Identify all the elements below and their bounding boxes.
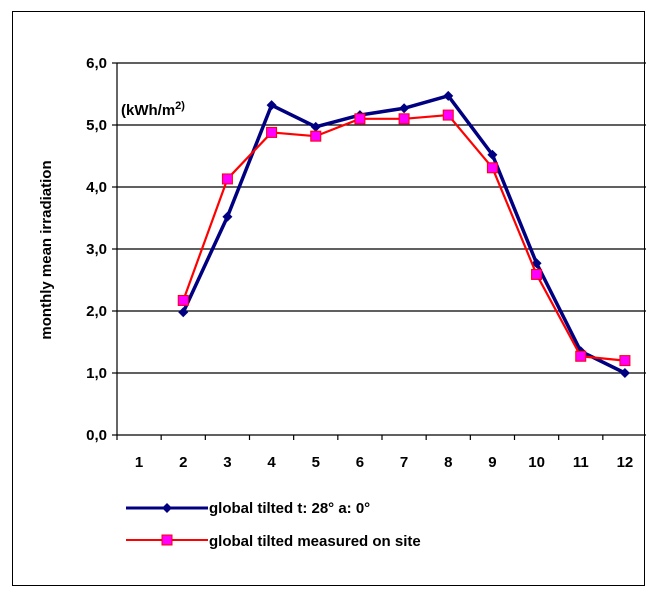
series-1 xyxy=(177,109,631,367)
y-tick-label: 2,0 xyxy=(86,303,107,320)
x-tick-label: 9 xyxy=(488,454,496,471)
x-tick-label: 6 xyxy=(356,454,364,471)
y-tick-label: 3,0 xyxy=(86,241,107,258)
x-tick-label: 8 xyxy=(444,454,452,471)
y-axis-label: monthly mean irradiation xyxy=(38,160,55,339)
x-tick-labels: 1 2 3 4 5 6 7 8 9 10 11 12 xyxy=(135,454,633,471)
y-tick-labels: 0,0 1,0 2,0 3,0 4,0 5,0 6,0 xyxy=(86,55,107,444)
series-line-1 xyxy=(182,113,626,362)
legend-label-0: global tilted t: 28° a: 0° xyxy=(209,500,370,517)
data-point xyxy=(486,162,498,174)
data-point xyxy=(443,90,454,101)
y-tick-label: 1,0 xyxy=(86,365,107,382)
x-tick-label: 4 xyxy=(267,454,276,471)
y-tick-label: 4,0 xyxy=(86,179,107,196)
data-point xyxy=(221,173,233,185)
data-point xyxy=(354,113,366,125)
x-tick-label: 12 xyxy=(617,454,634,471)
data-point xyxy=(310,130,322,142)
x-tick-label: 7 xyxy=(400,454,408,471)
data-point xyxy=(310,121,321,132)
data-point xyxy=(178,307,189,318)
data-point xyxy=(398,113,410,125)
data-point xyxy=(266,126,278,138)
data-point xyxy=(531,268,543,280)
y-tick-label: 6,0 xyxy=(86,55,107,72)
unit-annotation: (kWh/m2) xyxy=(121,100,185,119)
y-tick-label: 0,0 xyxy=(86,427,107,444)
data-point xyxy=(619,368,630,378)
legend-item-0: global tilted t: 28° a: 0° xyxy=(126,500,370,517)
data-point xyxy=(487,149,498,160)
x-tick-label: 5 xyxy=(312,454,320,471)
data-point xyxy=(266,100,277,111)
x-tick-label: 1 xyxy=(135,454,143,471)
axes xyxy=(112,62,646,440)
series-group xyxy=(177,90,631,378)
x-tick-label: 2 xyxy=(179,454,187,471)
data-point xyxy=(222,211,233,222)
series-line-0 xyxy=(181,94,626,375)
data-point xyxy=(619,355,631,367)
legend-item-1: global tilted measured on site xyxy=(126,533,421,550)
data-point xyxy=(399,103,410,114)
x-tick-label: 3 xyxy=(223,454,231,471)
legend: global tilted t: 28° a: 0° global tilted… xyxy=(126,500,421,550)
x-tick-label: 11 xyxy=(573,454,589,471)
grid-lines xyxy=(117,62,646,374)
chart-frame: 0,0 1,0 2,0 3,0 4,0 5,0 6,0 1 2 3 4 5 6 7 8 9 10 11 12 mo… xyxy=(12,11,646,586)
x-tick-label: 10 xyxy=(528,454,545,471)
line-chart: 0,01,02,03,04,05,06,0 1 2 3 4 5 6 7 8 9 10 11 12 mo… xyxy=(38,55,646,550)
unit-annotation-sup: 2) xyxy=(175,100,185,112)
legend-marker-0 xyxy=(162,503,172,513)
legend-label-1: global tilted measured on site xyxy=(209,533,421,550)
y-tick-label: 5,0 xyxy=(86,117,107,134)
data-point xyxy=(177,294,189,306)
data-point xyxy=(531,258,542,269)
legend-marker-1 xyxy=(161,534,173,546)
unit-annotation-base: (kWh/m xyxy=(121,102,175,119)
series-0 xyxy=(178,90,630,378)
data-point xyxy=(442,109,454,121)
data-point xyxy=(575,350,587,362)
